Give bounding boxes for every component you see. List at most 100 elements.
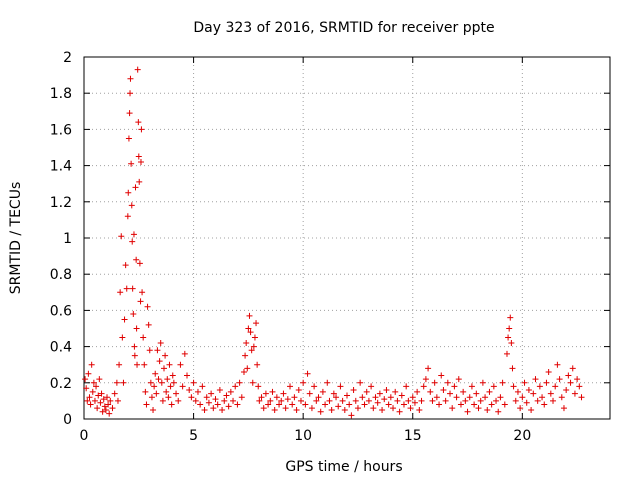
data-point: [254, 361, 261, 368]
data-point: [99, 408, 106, 415]
data-point: [114, 397, 121, 404]
data-point: [536, 383, 543, 390]
data-point: [111, 390, 118, 397]
data-point: [558, 394, 565, 401]
data-point: [436, 401, 443, 408]
data-point: [91, 397, 98, 404]
data-point: [232, 383, 239, 390]
data-point: [160, 365, 167, 372]
data-point: [117, 289, 124, 296]
data-point: [245, 325, 252, 332]
data-point: [453, 394, 460, 401]
data-point: [127, 90, 134, 97]
data-point: [201, 406, 208, 413]
data-point: [82, 376, 89, 383]
data-point: [129, 285, 136, 292]
grid-lines: [84, 57, 610, 419]
data-point: [143, 401, 150, 408]
data-point: [297, 397, 304, 404]
data-point: [486, 388, 493, 395]
data-point: [350, 387, 357, 394]
data-point: [145, 321, 152, 328]
x-tick-label: 10: [294, 428, 312, 444]
data-point: [468, 383, 475, 390]
data-point: [425, 365, 432, 372]
data-point: [166, 361, 173, 368]
data-point: [258, 394, 265, 401]
data-point: [135, 119, 142, 126]
data-point: [532, 376, 539, 383]
data-point: [507, 314, 514, 321]
data-point: [313, 397, 320, 404]
y-tick-label: 0.6: [50, 303, 72, 319]
data-point: [530, 390, 537, 397]
data-point: [438, 372, 445, 379]
data-point: [116, 361, 123, 368]
data-point: [184, 372, 191, 379]
data-point: [240, 368, 247, 375]
data-point: [173, 390, 180, 397]
data-point: [167, 383, 174, 390]
data-point: [460, 388, 467, 395]
data-point: [247, 329, 254, 336]
data-point: [88, 361, 95, 368]
data-point: [243, 339, 250, 346]
data-point: [134, 66, 141, 73]
data-point: [344, 392, 350, 399]
data-point: [519, 394, 526, 401]
data-point: [124, 213, 131, 220]
data-point: [90, 379, 97, 386]
data-point: [475, 405, 482, 412]
data-point: [427, 388, 434, 395]
data-point: [447, 390, 454, 397]
data-point: [126, 110, 133, 117]
data-point: [253, 320, 260, 327]
data-point: [571, 390, 578, 397]
data-point: [370, 405, 377, 412]
data-point: [175, 397, 182, 404]
data-point: [251, 334, 258, 341]
data-points: [82, 66, 585, 419]
data-point: [479, 379, 486, 386]
data-point: [431, 379, 438, 386]
data-point: [181, 350, 188, 357]
y-tick-label: 1.8: [50, 86, 72, 102]
data-point: [418, 397, 425, 404]
data-point: [420, 383, 427, 390]
data-point: [556, 376, 563, 383]
data-point: [276, 401, 283, 408]
data-point: [517, 405, 524, 412]
y-tick-label: 0.4: [50, 340, 72, 356]
data-point: [372, 394, 379, 401]
data-point: [138, 126, 145, 133]
data-point: [547, 390, 554, 397]
data-point: [440, 387, 447, 394]
data-point: [365, 397, 372, 404]
data-point: [499, 379, 506, 386]
data-point: [381, 396, 388, 403]
data-point: [162, 352, 169, 359]
data-point: [129, 238, 136, 245]
axis-ticks: 0 5 10 15 20 0 0.2 0.4 0.6 0.8 1 1.2 1.4 1.6 1.8 2: [50, 50, 610, 444]
data-point: [142, 388, 149, 395]
data-point: [462, 397, 469, 404]
data-point: [552, 383, 559, 390]
data-point: [341, 406, 348, 413]
data-point: [165, 394, 172, 401]
data-point: [333, 394, 340, 401]
data-point: [97, 399, 104, 406]
data-point: [505, 334, 512, 341]
data-point: [179, 383, 186, 390]
data-point: [495, 408, 502, 415]
data-point: [525, 387, 532, 394]
data-point: [560, 405, 567, 412]
data-point: [154, 347, 161, 354]
data-point: [94, 405, 101, 412]
data-point: [368, 383, 375, 390]
y-tick-label: 1: [63, 231, 72, 247]
data-point: [361, 401, 368, 408]
data-point: [346, 401, 353, 408]
data-point: [262, 390, 269, 397]
data-point: [352, 397, 359, 404]
data-point: [127, 75, 134, 82]
